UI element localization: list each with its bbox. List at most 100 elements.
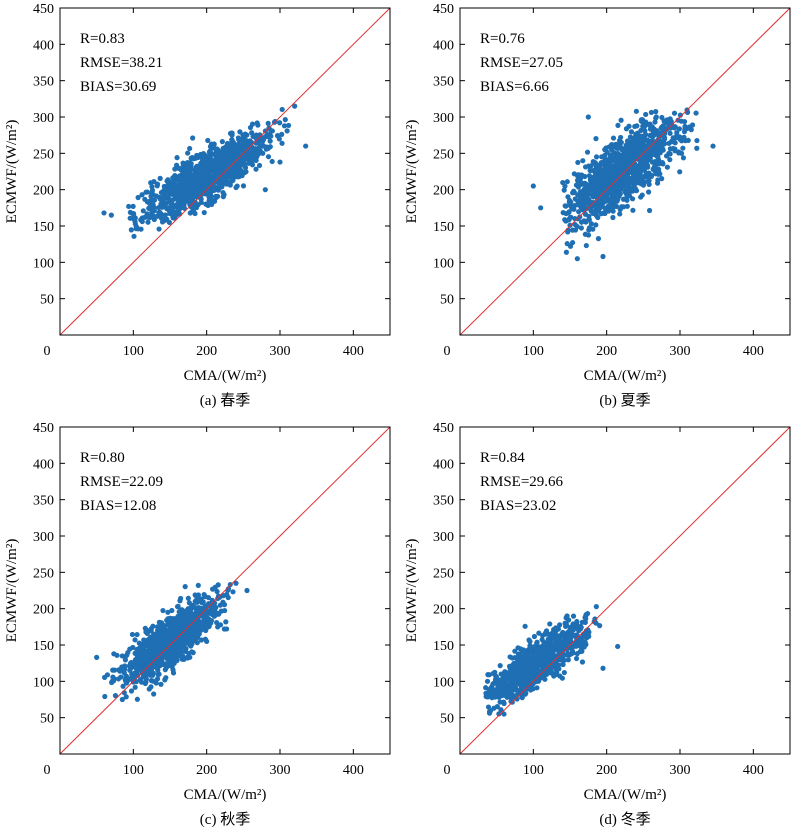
scatter-point [236,169,243,176]
scatter-point [265,132,271,138]
scatter-point [677,134,683,140]
scatter-point [660,161,666,167]
scatter-point [668,121,674,128]
scatter-point [250,146,256,152]
scatter-point [498,707,504,713]
scatter-point [188,155,194,162]
scatter-point [486,687,492,693]
scatter-point [212,584,218,590]
scatter-point [503,683,509,689]
scatter-point [148,677,154,684]
scatter-point [653,114,659,120]
scatter-point [607,164,613,171]
scatter-point [575,159,581,166]
scatter-point [148,197,155,203]
scatter-point [101,674,108,681]
scatter-point [215,595,221,602]
plot-frame [459,7,791,336]
scatter-points [530,107,716,262]
scatter-point [677,169,683,175]
scatter-point [154,640,160,646]
scatter-point [531,651,537,657]
x-tick-label: 100 [523,763,544,778]
scatter-point [671,110,678,116]
scatter-point [224,626,230,632]
scatter-point [210,604,216,610]
scatter-point [623,184,629,190]
scatter-point [269,158,275,165]
scatter-point [230,589,236,595]
scatter-point [642,179,648,185]
scatter-point [175,614,181,620]
x-tick-label: 300 [270,763,291,778]
scatter-point [159,624,166,630]
scatter-point [666,140,672,146]
scatter-point [181,169,187,175]
scatter-point [173,202,179,208]
scatter-point [202,153,208,159]
x-tick-label: 200 [596,763,617,778]
scatter-point [607,190,613,196]
scatter-point [643,111,649,118]
scatter-point [110,667,116,673]
scatter-point [486,709,493,715]
scatter-point [209,201,215,208]
y-tick-label: 400 [33,457,54,472]
scatter-point [151,663,157,669]
scatter-point [166,208,172,214]
scatter-point [611,166,617,172]
scatter-point [186,630,193,636]
stat-annotation: R=0.76 [480,31,525,47]
scatter-point [253,135,259,141]
scatter-point [655,149,662,155]
scatter-point [119,696,125,703]
scatter-points [101,103,309,239]
x-axis-title: CMA/(W/m²) [584,787,667,803]
scatter-point [617,211,623,217]
scatter-point [494,704,500,710]
scatter-point [243,144,249,150]
scatter-point [616,138,623,144]
stat-annotation: RMSE=22.09 [80,474,163,490]
scatter-point [265,120,271,126]
scatter-point [603,145,609,151]
scatter-point [214,611,221,617]
scatter-point [183,607,190,614]
scatter-point [570,613,577,619]
scatter-point [228,148,234,154]
scatter-point [615,643,621,650]
scatter-point [172,626,178,632]
scatter-point [573,640,579,646]
y-tick-label: 250 [433,566,454,581]
scatter-point [567,201,573,207]
scatter-point [624,203,630,209]
scatter-point [182,584,188,590]
scatter-point [284,128,290,134]
scatter-point [600,173,606,179]
scatter-point [132,637,138,643]
scatter-point [534,685,540,691]
scatter-point [624,176,630,182]
scatter-point [239,157,246,163]
scatter-point [196,179,202,185]
y-tick-label: 250 [33,147,54,162]
scatter-point [638,127,644,134]
scatter-point [582,173,588,180]
scatter-point [236,161,243,167]
scatter-point [685,137,691,143]
stat-annotation: RMSE=38.21 [80,55,163,71]
scatter-point [636,149,643,155]
scatter-point [192,592,198,598]
y-tick-label: 300 [433,111,454,126]
y-tick-label: 100 [433,675,454,690]
x-tick-label: 400 [343,344,364,359]
scatter-point [625,188,631,194]
scatter-point [214,178,220,184]
scatter-point [542,676,548,682]
scatter-point [207,173,214,179]
scatter-point [175,603,181,610]
scatter-point [194,640,200,646]
scatter-point [503,678,509,684]
scatter-point [485,704,492,710]
scatter-point [156,226,162,232]
